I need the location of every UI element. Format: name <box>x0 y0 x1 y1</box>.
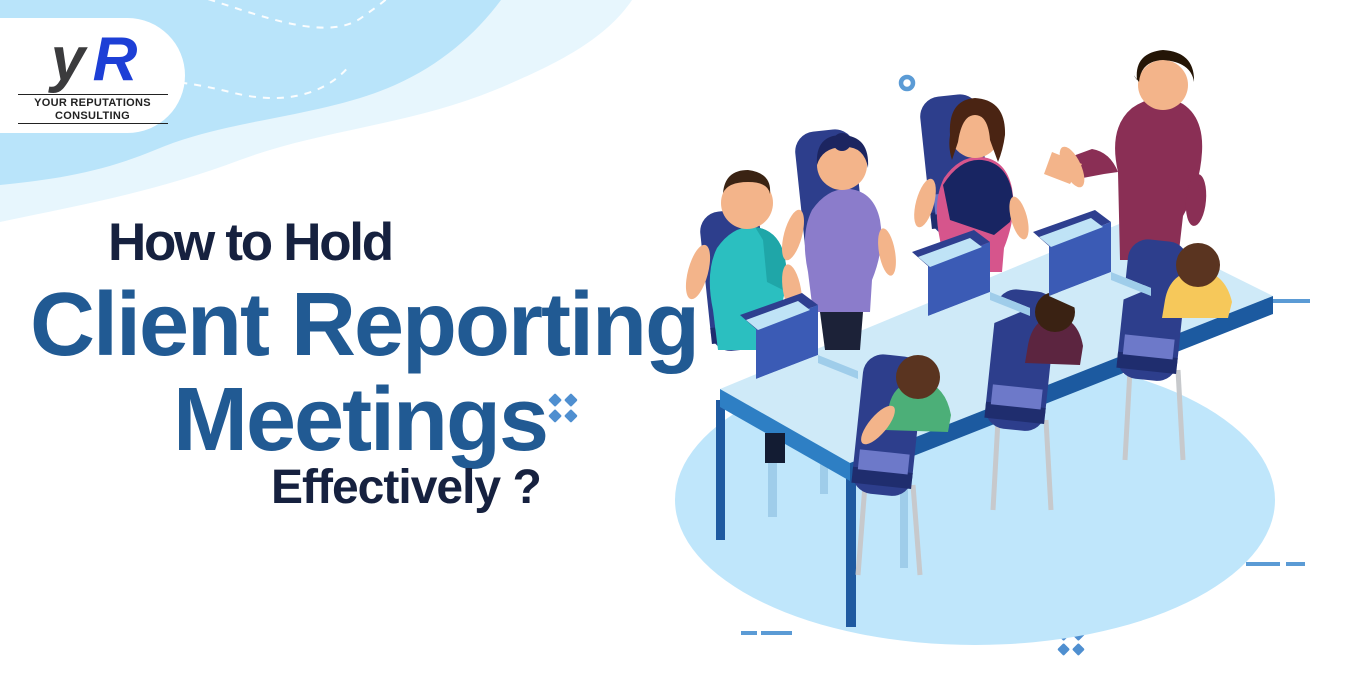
svg-text:R: R <box>93 25 138 94</box>
svg-text:y: y <box>48 25 89 94</box>
